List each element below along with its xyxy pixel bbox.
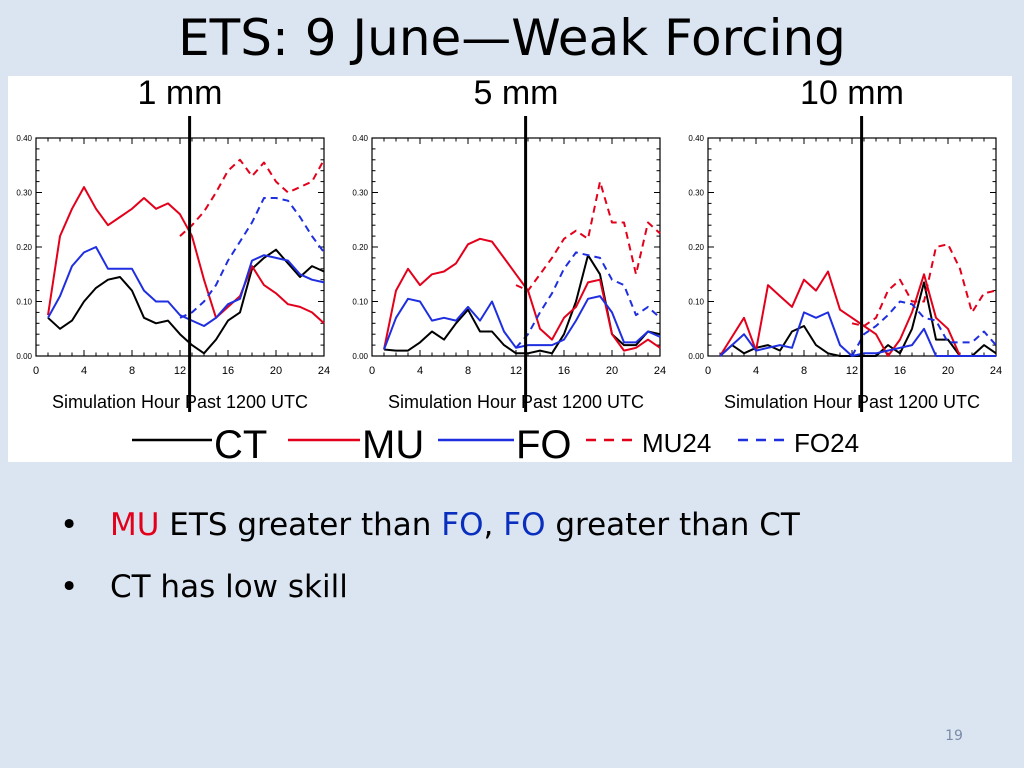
x-tick-label: 4 — [753, 365, 759, 377]
x-tick-label: 8 — [465, 365, 471, 377]
chart-panel: 0 4 8 12 16 20 24 0.00 0.10 0.20 0.30 0.40 10 mm Simu… — [688, 76, 1002, 412]
y-tick-label: 0.00 — [688, 352, 704, 361]
bullet-text: , — [483, 507, 504, 543]
y-tick-label: 0.00 — [352, 352, 368, 361]
x-tick-label: 24 — [654, 365, 666, 377]
series-line-fo24 — [179, 197, 325, 319]
legend-label: FO24 — [794, 428, 859, 458]
ets-charts-svg: 0 4 8 12 16 20 24 0.00 0.10 0.20 0.30 0.40 1 mm Simul… — [16, 76, 1002, 462]
series-line-ct — [719, 281, 997, 357]
plot-frame — [707, 137, 997, 357]
x-tick-label: 4 — [81, 365, 87, 377]
bullet-list: MU ETS greater than FO, FO greater than … — [60, 502, 800, 626]
bullet-text: greater than CT — [545, 507, 800, 543]
y-tick-label: 0.20 — [688, 243, 704, 252]
series-line-mu — [383, 237, 661, 352]
series-line-mu24 — [515, 180, 661, 292]
plot-frame — [35, 137, 325, 357]
x-axis-label: Simulation Hour Past 1200 UTC — [52, 392, 308, 412]
x-tick-label: 12 — [510, 365, 522, 377]
x-tick-label: 20 — [606, 365, 618, 377]
series-line-mu24 — [851, 243, 997, 327]
x-tick-label: 16 — [558, 365, 570, 377]
slide-title: ETS: 9 June—Weak Forcing — [178, 9, 846, 67]
chart-panel: 0 4 8 12 16 20 24 0.00 0.10 0.20 0.30 0.40 5 mm Simul… — [352, 76, 666, 412]
y-tick-label: 0.30 — [16, 189, 32, 198]
panel-title: 10 mm — [800, 76, 904, 112]
panel-title: 5 mm — [474, 76, 559, 112]
panel-title: 1 mm — [138, 76, 223, 112]
x-tick-label: 16 — [222, 365, 234, 377]
legend-label: MU — [362, 423, 424, 462]
y-tick-label: 0.40 — [16, 134, 32, 143]
x-tick-label: 0 — [33, 365, 39, 377]
x-tick-label: 20 — [942, 365, 954, 377]
x-tick-label: 24 — [990, 365, 1002, 377]
x-tick-label: 12 — [846, 365, 858, 377]
series-line-fo — [719, 311, 996, 357]
series-line-fo — [47, 246, 325, 327]
y-tick-label: 0.20 — [16, 243, 32, 252]
y-tick-label: 0.30 — [688, 189, 704, 198]
y-tick-label: 0.40 — [352, 134, 368, 143]
x-tick-label: 12 — [174, 365, 186, 377]
y-tick-label: 0.10 — [688, 298, 704, 307]
x-tick-label: 24 — [318, 365, 330, 377]
series-line-fo — [383, 295, 661, 350]
x-axis-label: Simulation Hour Past 1200 UTC — [388, 392, 644, 412]
x-tick-label: 4 — [417, 365, 423, 377]
series-line-mu — [719, 270, 996, 357]
x-tick-label: 0 — [705, 365, 711, 377]
bullet-text: MU — [110, 507, 160, 543]
y-tick-label: 0.40 — [688, 134, 704, 143]
series-line-ct — [383, 254, 661, 355]
bullet-item: CT has low skill — [60, 564, 800, 610]
y-tick-label: 0.10 — [16, 298, 32, 307]
series-line-mu — [47, 186, 325, 325]
x-tick-label: 16 — [894, 365, 906, 377]
x-tick-label: 0 — [369, 365, 375, 377]
x-axis-label: Simulation Hour Past 1200 UTC — [724, 392, 980, 412]
series-line-fo24 — [851, 300, 997, 357]
y-tick-label: 0.20 — [352, 243, 368, 252]
bullet-text: FO — [441, 507, 484, 543]
x-tick-label: 8 — [801, 365, 807, 377]
series-line-ct — [47, 248, 325, 355]
bullet-text: FO — [503, 507, 546, 543]
bullet-text: CT has low skill — [110, 569, 348, 605]
legend-label: MU24 — [642, 428, 711, 458]
legend-label: CT — [214, 423, 267, 462]
y-tick-label: 0.00 — [16, 352, 32, 361]
bullet-item: MU ETS greater than FO, FO greater than … — [60, 502, 800, 548]
ets-figure: 0 4 8 12 16 20 24 0.00 0.10 0.20 0.30 0.40 1 mm Simul… — [8, 76, 1012, 462]
series-line-mu24 — [179, 158, 325, 237]
chart-legend: CT MU FO MU24 FO24 — [132, 423, 859, 462]
series-line-fo24 — [515, 251, 661, 349]
slide-number: 19 — [945, 728, 963, 744]
x-tick-label: 8 — [129, 365, 135, 377]
y-tick-label: 0.30 — [352, 189, 368, 198]
legend-label: FO — [516, 423, 572, 462]
x-tick-label: 20 — [270, 365, 282, 377]
chart-panel: 0 4 8 12 16 20 24 0.00 0.10 0.20 0.30 0.40 1 mm Simul… — [16, 76, 330, 412]
bullet-text: ETS greater than — [159, 507, 442, 543]
y-tick-label: 0.10 — [352, 298, 368, 307]
